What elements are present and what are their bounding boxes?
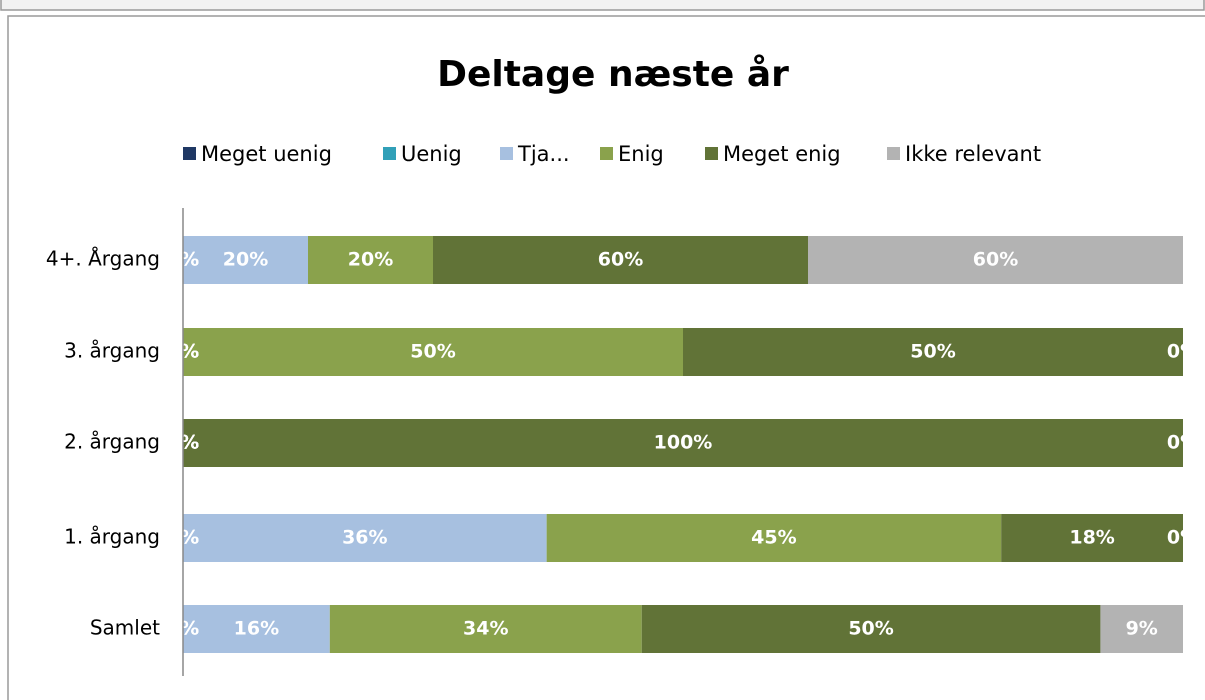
data-label: 34% — [463, 618, 508, 640]
data-label: 60% — [973, 249, 1018, 271]
legend-label: Enig — [618, 142, 664, 166]
data-label: 50% — [910, 341, 955, 363]
data-label: 0% — [167, 432, 199, 454]
legend-label: Uenig — [401, 142, 462, 166]
legend-swatch — [600, 147, 613, 160]
legend-swatch — [383, 147, 396, 160]
y-tick-label: Samlet — [90, 616, 160, 640]
y-tick-label: 4+. Årgang — [46, 247, 160, 271]
bar-segment — [183, 514, 547, 562]
top-frame — [0, 0, 1205, 11]
bar-segment — [1100, 605, 1183, 653]
bar-segment — [641, 605, 1101, 653]
chart-title: Deltage næste år — [437, 54, 789, 95]
data-label: 0% — [167, 527, 199, 549]
data-label: 36% — [342, 527, 387, 549]
data-label: 0% — [167, 618, 199, 640]
bar-segment — [808, 236, 1183, 284]
plot: 0%0%20%20%60%60%0%0%0%50%50%0%0%0%0%0%10… — [167, 236, 1199, 653]
bar-segment — [683, 328, 1183, 376]
data-label: 0% — [167, 432, 199, 454]
data-label: 0% — [167, 249, 199, 271]
bar-segment — [308, 236, 433, 284]
data-label: 100% — [654, 432, 713, 454]
bar-segment — [183, 605, 330, 653]
legend-label: Meget uenig — [201, 142, 332, 166]
data-label: 0% — [167, 527, 199, 549]
legend-label: Meget enig — [723, 142, 841, 166]
data-label: 50% — [848, 618, 893, 640]
data-label: 0% — [167, 341, 199, 363]
bar-segment — [433, 236, 808, 284]
legend-swatch — [183, 147, 196, 160]
data-label: 0% — [167, 341, 199, 363]
y-tick-label: 3. årgang — [64, 339, 160, 363]
data-label: 60% — [598, 249, 643, 271]
bar-segment — [329, 605, 642, 653]
data-label: 0% — [1167, 341, 1199, 363]
data-label: 16% — [234, 618, 279, 640]
data-label: 45% — [751, 527, 796, 549]
data-label: 9% — [1126, 618, 1158, 640]
data-label: 18% — [1069, 527, 1114, 549]
data-label: 20% — [223, 249, 268, 271]
data-label: 20% — [348, 249, 393, 271]
legend-swatch — [500, 147, 513, 160]
bar-segment — [183, 236, 308, 284]
data-label: 50% — [410, 341, 455, 363]
legend-label: Ikke relevant — [905, 142, 1041, 166]
bar-segment — [183, 419, 1183, 467]
data-label: 0% — [167, 432, 199, 454]
y-tick-label: 1. årgang — [64, 525, 160, 549]
legend-swatch — [887, 147, 900, 160]
legend-label: Tja... — [517, 142, 570, 166]
bar-segment — [546, 514, 1002, 562]
data-label: 0% — [1167, 527, 1199, 549]
bar-segment — [183, 328, 683, 376]
y-tick-label: 2. årgang — [64, 430, 160, 454]
data-label: 0% — [1167, 432, 1199, 454]
legend: Meget uenig Uenig Tja... Enig Meget enig Ikke… — [183, 142, 1041, 166]
legend-swatch — [705, 147, 718, 160]
data-label: 0% — [167, 341, 199, 363]
bar-segment — [1001, 514, 1183, 562]
data-label: 0% — [167, 618, 199, 640]
data-label: 0% — [167, 249, 199, 271]
data-label: 0% — [167, 432, 199, 454]
